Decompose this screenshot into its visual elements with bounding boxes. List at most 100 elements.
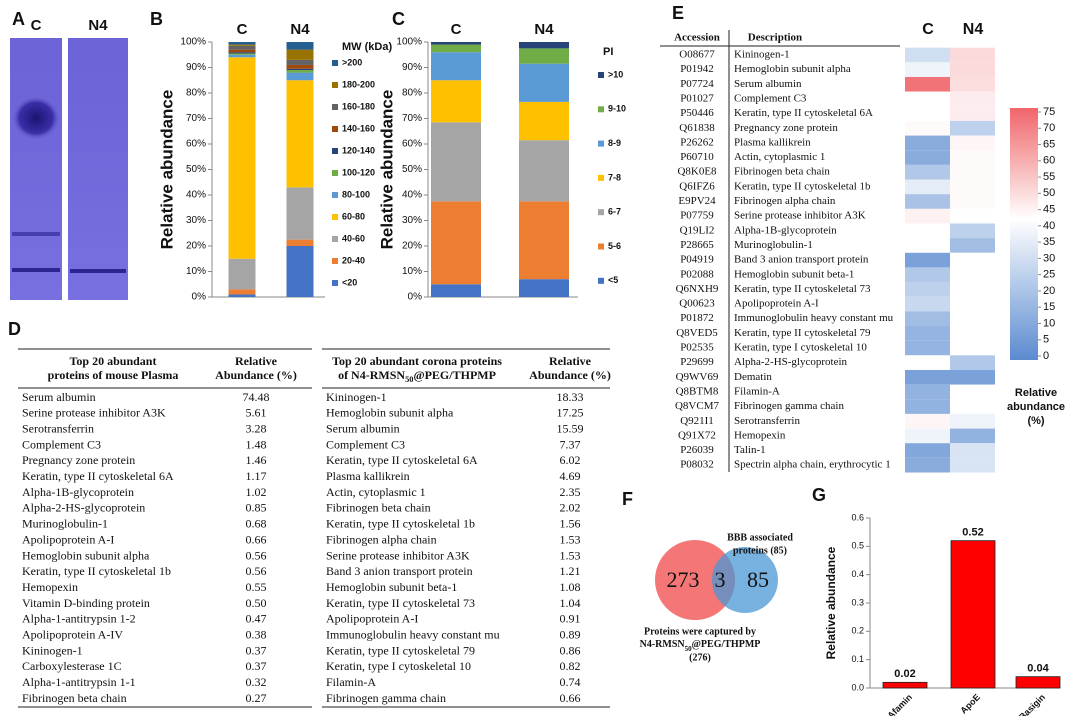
lane-label: N4 xyxy=(88,17,108,34)
description: Fibrinogen alpha chain xyxy=(734,195,836,207)
table-cell: Keratin, type II cytoskeletal 6A xyxy=(326,453,478,467)
colorbar-title: (%) xyxy=(1027,415,1044,427)
legend-swatch xyxy=(598,209,604,216)
description: Alpha-2-HS-glycoprotein xyxy=(734,356,848,368)
y-tick-label: 40% xyxy=(186,190,206,201)
bar-segment xyxy=(431,52,481,81)
heatmap-cell xyxy=(950,150,995,165)
venn-label-sub: 50 xyxy=(685,645,693,653)
y-tick-label: 90% xyxy=(402,62,422,73)
table-cell: 0.56 xyxy=(246,548,267,562)
table-cell: Hemopexin xyxy=(22,580,78,594)
y-tick-label: 90% xyxy=(186,62,206,73)
table-header: Relative xyxy=(549,354,592,368)
accession: Q61838 xyxy=(679,122,715,134)
x-tick-label: Basigin xyxy=(1017,692,1047,716)
table-cell: 0.66 xyxy=(560,691,581,705)
table-cell: Serine protease inhibitor A3K xyxy=(326,548,470,562)
bar-segment xyxy=(286,246,314,297)
x-tick-label: N4 xyxy=(290,21,310,38)
table-cell: 0.86 xyxy=(560,643,581,657)
y-tick-label: 80% xyxy=(186,88,206,99)
panel-label: G xyxy=(812,485,826,505)
table-cell: 1.04 xyxy=(560,596,581,610)
y-tick-label: 0.1 xyxy=(851,654,864,664)
heatmap-cell xyxy=(950,120,995,136)
legend-label: 40-60 xyxy=(342,233,365,243)
y-tick-label: 100% xyxy=(180,37,206,48)
description: Serotransferrin xyxy=(734,415,800,427)
y-tick-label: 10% xyxy=(186,266,206,277)
table-cell: Keratin, type II cytoskeletal 73 xyxy=(326,596,475,610)
venn-circle xyxy=(712,547,778,613)
bar-segment xyxy=(286,42,314,50)
table-header: Description xyxy=(748,32,802,44)
table-cell: Serotransferrin xyxy=(22,421,94,435)
y-tick-label: 0.3 xyxy=(851,597,864,607)
y-tick-label: 70% xyxy=(402,113,422,124)
description: Hemoglobin subunit beta-1 xyxy=(734,268,854,280)
legend-swatch xyxy=(332,170,338,176)
heatmap-cell xyxy=(950,413,995,429)
panel-label: A xyxy=(12,9,25,29)
venn-count: 3 xyxy=(715,567,726,592)
heatmap-cell xyxy=(905,120,950,136)
colorbar-tick-label: 5 xyxy=(1043,334,1049,346)
table-cell: 18.33 xyxy=(557,390,584,404)
description: Serum albumin xyxy=(734,78,802,90)
accession: P01027 xyxy=(680,92,714,104)
heatmap-cell xyxy=(905,164,950,180)
heatmap-cell xyxy=(950,369,995,385)
table-cell: 6.02 xyxy=(560,453,581,467)
x-tick-label: C xyxy=(237,21,248,38)
description: Kininogen-1 xyxy=(734,49,790,61)
bar-segment xyxy=(519,279,569,297)
y-tick-label: 0.6 xyxy=(851,512,864,522)
heatmap-cell xyxy=(905,296,950,312)
description: Keratin, type II cytoskeletal 6A xyxy=(734,107,873,119)
table-header-part: of N4-RMSN xyxy=(338,368,405,382)
heatmap-cell xyxy=(950,238,995,253)
table-cell: Carboxylesterase 1C xyxy=(22,659,122,673)
table-cell: 1.53 xyxy=(560,532,581,546)
table-cell: 0.74 xyxy=(560,675,581,689)
legend-label: <5 xyxy=(608,275,618,285)
table-cell: 0.82 xyxy=(560,659,581,673)
description: Keratin, type II cytoskeletal 79 xyxy=(734,327,871,339)
legend-label: 5-6 xyxy=(608,241,621,251)
bar-segment xyxy=(228,44,256,46)
heatmap-cell xyxy=(950,208,995,224)
bar-segment xyxy=(286,239,314,246)
description: Filamin-A xyxy=(734,385,780,397)
table-cell: 1.17 xyxy=(246,469,267,483)
table-cell: Apolipoprotein A-IV xyxy=(22,628,123,642)
colorbar-title: abundance xyxy=(1007,401,1065,413)
heatmap-cell xyxy=(905,340,950,356)
accession: Q8BTM8 xyxy=(676,385,719,397)
table-cell: Plasma kallikrein xyxy=(326,469,410,483)
gel-lane xyxy=(10,38,62,300)
table-header: proteins of mouse Plasma xyxy=(48,368,179,382)
table-cell: 3.28 xyxy=(246,421,267,435)
colorbar-tick-label: 35 xyxy=(1043,236,1055,248)
table-cell: 0.47 xyxy=(246,612,267,626)
heatmap-cell xyxy=(905,399,950,414)
legend-swatch xyxy=(332,126,338,132)
y-tick-label: 20% xyxy=(402,241,422,252)
heatmap-cell xyxy=(905,135,950,151)
colorbar-tick-label: 10 xyxy=(1043,317,1055,329)
venn-label: BBB associated xyxy=(727,532,793,543)
heatmap-cell xyxy=(905,106,950,121)
heatmap-cell xyxy=(905,208,950,224)
x-tick-label: ApoE xyxy=(958,692,982,716)
legend-swatch xyxy=(598,140,604,147)
description: Immunoglobulin heavy constant mu xyxy=(734,312,894,324)
y-tick-label: 0.2 xyxy=(851,626,864,636)
table-header: Relative xyxy=(235,354,278,368)
colorbar-tick-label: 55 xyxy=(1043,171,1055,183)
y-axis-label: Relative abundance xyxy=(157,90,176,250)
y-tick-label: 0% xyxy=(408,292,423,303)
legend-swatch xyxy=(332,258,338,264)
table-cell: 74.48 xyxy=(243,390,270,404)
